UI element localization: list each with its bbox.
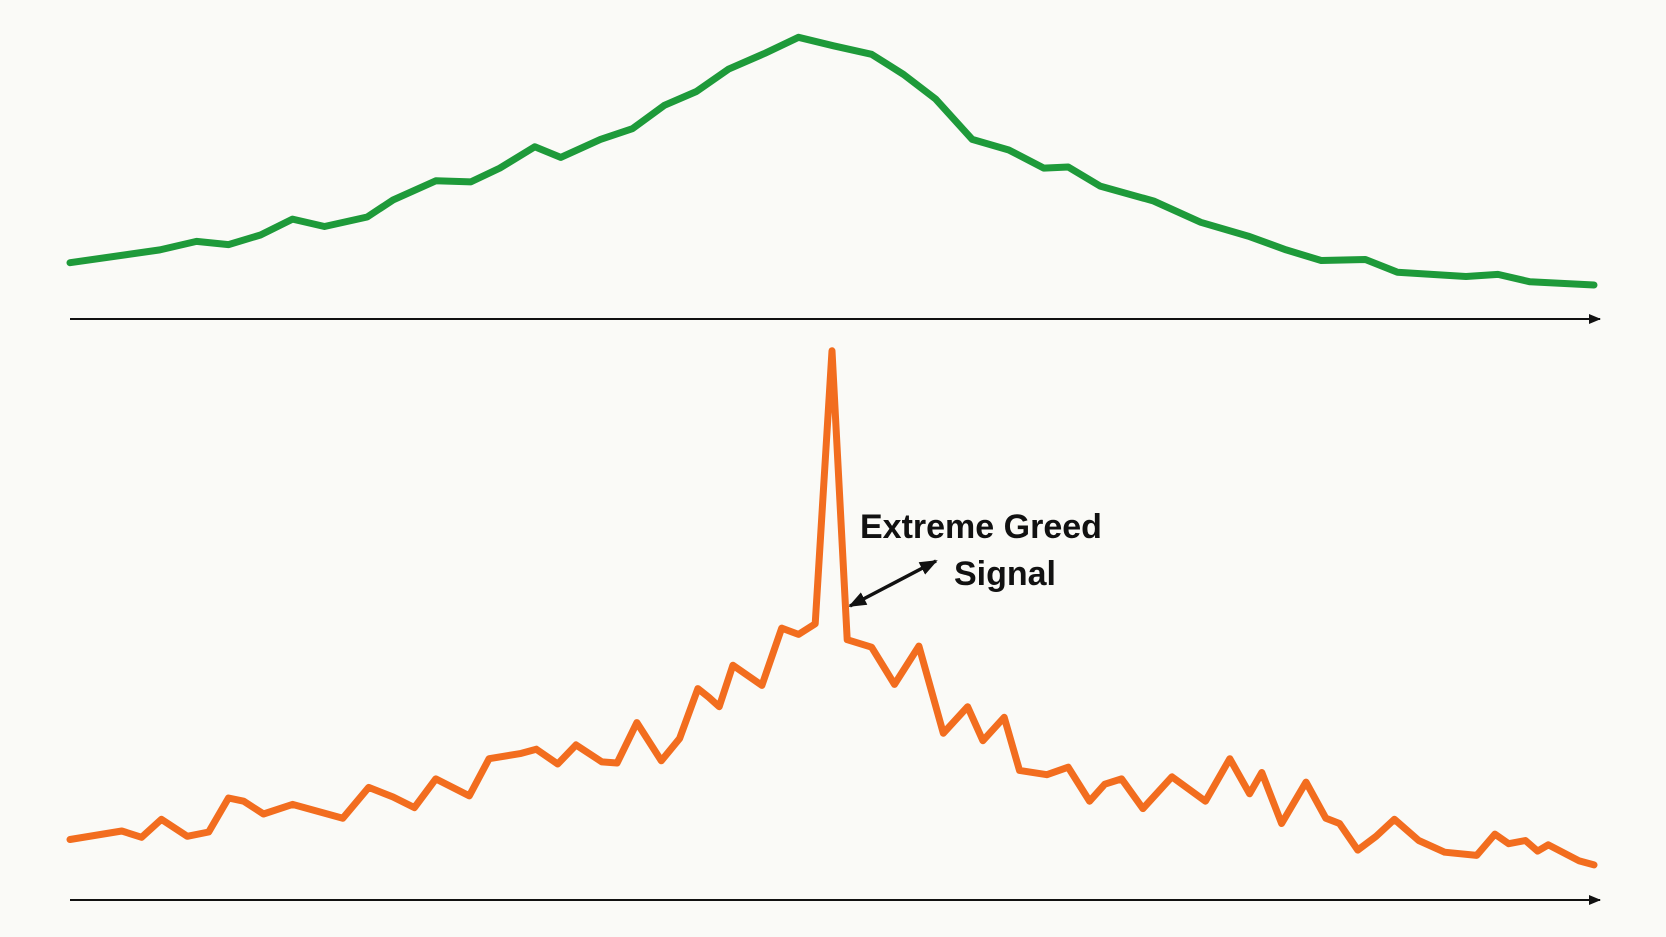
annotation-arrow (848, 559, 938, 608)
data-line (66, 33, 1598, 289)
annotation: Signal (954, 555, 1056, 593)
data-line (66, 347, 1598, 869)
annotation: Extreme Greed (860, 508, 1102, 546)
